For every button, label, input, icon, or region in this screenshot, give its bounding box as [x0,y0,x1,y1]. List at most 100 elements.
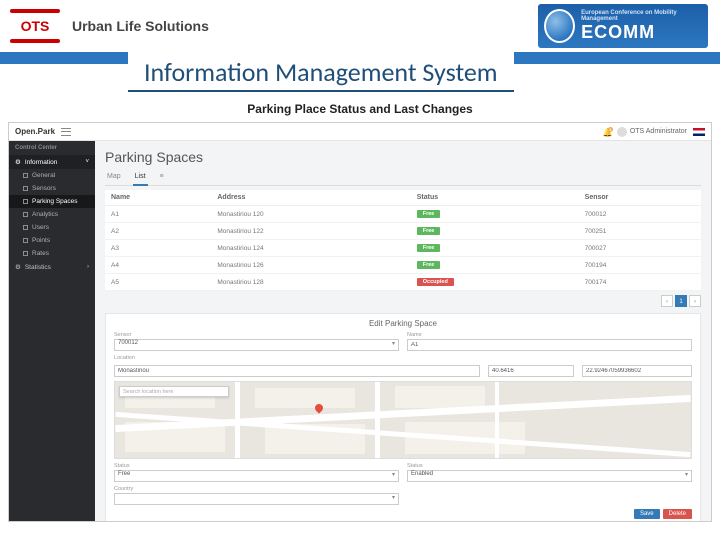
status1-label: Status [114,463,399,469]
col-name[interactable]: Name [105,190,211,206]
name-input[interactable] [407,339,692,351]
sidebar-item-analytics[interactable]: Analytics [9,208,95,221]
sidebar-item-label: Rates [32,250,49,257]
map-pin-icon [315,404,325,414]
cell-sensor: 700194 [579,257,701,274]
language-flag-icon[interactable] [693,128,705,136]
square-icon [23,199,28,204]
sidebar: Control Center ⚙Information˅GeneralSenso… [9,141,95,521]
cell-address: Monastiriou 128 [211,274,410,291]
status2-select[interactable]: Enabled [407,470,692,482]
cell-name: A3 [105,240,211,257]
table-row[interactable]: A1Monastiriou 120Free700012 [105,206,701,223]
edit-panel-title: Edit Parking Space [114,319,692,328]
cell-sensor: 700174 [579,274,701,291]
sidebar-item-parking-spaces[interactable]: Parking Spaces [9,195,95,208]
status-badge: Free [417,244,441,252]
tab-map[interactable]: Map [105,171,123,185]
sidebar-item-label: Information [25,159,58,166]
table-row[interactable]: A5Monastiriou 128 Occupied 700174 [105,274,701,291]
user-name: OTS Administrator [630,128,687,135]
tab-strip: Map List ≡ [105,171,701,186]
delete-button[interactable]: Delete [663,509,692,519]
parking-table: NameAddressStatusSensor A1Monastiriou 12… [105,190,701,291]
globe-icon [544,9,575,43]
ecomm-subtext: European Conference on Mobility Manageme… [581,10,702,22]
status-badge: Free [417,227,441,235]
sidebar-item-points[interactable]: Points [9,234,95,247]
table-row[interactable]: A3Monastiriou 124Free700027 [105,240,701,257]
sidebar-item-label: Users [32,224,49,231]
hamburger-icon[interactable] [61,128,71,136]
tab-list[interactable]: List [133,171,148,186]
save-button[interactable]: Save [634,509,660,519]
street-input[interactable] [114,365,480,377]
square-icon [23,186,28,191]
col-address[interactable]: Address [211,190,410,206]
cell-name: A4 [105,257,211,274]
cell-sensor: 700012 [579,206,701,223]
ots-logo: OTS [12,13,58,39]
square-icon [23,225,28,230]
ecomm-badge: European Conference on Mobility Manageme… [538,4,708,48]
app-screenshot: Open.Park 1 OTS Administrator Control Ce… [8,122,712,522]
lat-input[interactable] [488,365,574,377]
status-badge: Occupied [417,278,454,286]
col-status[interactable]: Status [411,190,579,206]
ecomm-label: ECOMM [581,22,702,43]
lon-input[interactable] [582,365,692,377]
square-icon [23,251,28,256]
country-label: Country [114,486,399,492]
sidebar-header: Control Center [9,141,95,155]
cell-address: Monastiriou 122 [211,223,410,240]
cell-name: A5 [105,274,211,291]
sidebar-item-statistics[interactable]: ⚙Statistics› [9,260,95,274]
sidebar-item-rates[interactable]: Rates [9,247,95,260]
pager-next[interactable]: › [689,295,701,307]
country-select[interactable] [114,493,399,505]
pager-prev[interactable]: ‹ [661,295,673,307]
app-topbar: Open.Park 1 OTS Administrator [9,123,711,141]
status1-select[interactable]: Free [114,470,399,482]
pagination: ‹ 1 › [105,295,701,307]
sidebar-item-label: General [32,172,55,179]
cell-address: Monastiriou 120 [211,206,410,223]
square-icon [23,173,28,178]
sidebar-item-label: Statistics [25,264,51,271]
subtitle-bar: Information Management System [0,52,720,96]
map-search-input[interactable]: Search location here [119,386,229,397]
col-sensor[interactable]: Sensor [579,190,701,206]
cell-name: A2 [105,223,211,240]
main-title: Information Management System [128,52,514,92]
sidebar-item-information[interactable]: ⚙Information˅ [9,155,95,169]
sidebar-item-label: Points [32,237,50,244]
sidebar-item-label: Sensors [32,185,56,192]
sidebar-item-label: Analytics [32,211,58,218]
page-title: Parking Spaces [105,149,701,165]
gear-icon: ⚙ [15,158,21,166]
user-menu[interactable]: OTS Administrator [617,127,687,137]
caption: Parking Place Status and Last Changes [0,102,720,116]
square-icon [23,238,28,243]
sidebar-item-general[interactable]: General [9,169,95,182]
company-title: Urban Life Solutions [72,18,209,34]
pager-page-1[interactable]: 1 [675,295,687,307]
table-row[interactable]: A4Monastiriou 126 Free 700194 [105,257,701,274]
status2-label: Status [407,463,692,469]
name-label: Name [407,332,692,338]
location-map[interactable]: Search location here [114,381,692,459]
table-row[interactable]: A2Monastiriou 122Free700251 [105,223,701,240]
status-badge: Free [417,210,441,218]
slide-header: OTS Urban Life Solutions European Confer… [0,0,720,52]
tab-icon[interactable]: ≡ [158,171,166,185]
sidebar-item-users[interactable]: Users [9,221,95,234]
sidebar-item-label: Parking Spaces [32,198,78,205]
sidebar-item-sensors[interactable]: Sensors [9,182,95,195]
sensor-select[interactable]: 700012 [114,339,399,351]
cell-address: Monastiriou 126 [211,257,410,274]
status-badge: Free [417,261,441,269]
main-content: Parking Spaces MapList≡ NameAddressStatu… [95,141,711,521]
notification-icon[interactable]: 1 [603,128,611,136]
app-brand: Open.Park [15,127,55,136]
edit-panel: Edit Parking Space Sensor 700012 Name Lo… [105,313,701,521]
